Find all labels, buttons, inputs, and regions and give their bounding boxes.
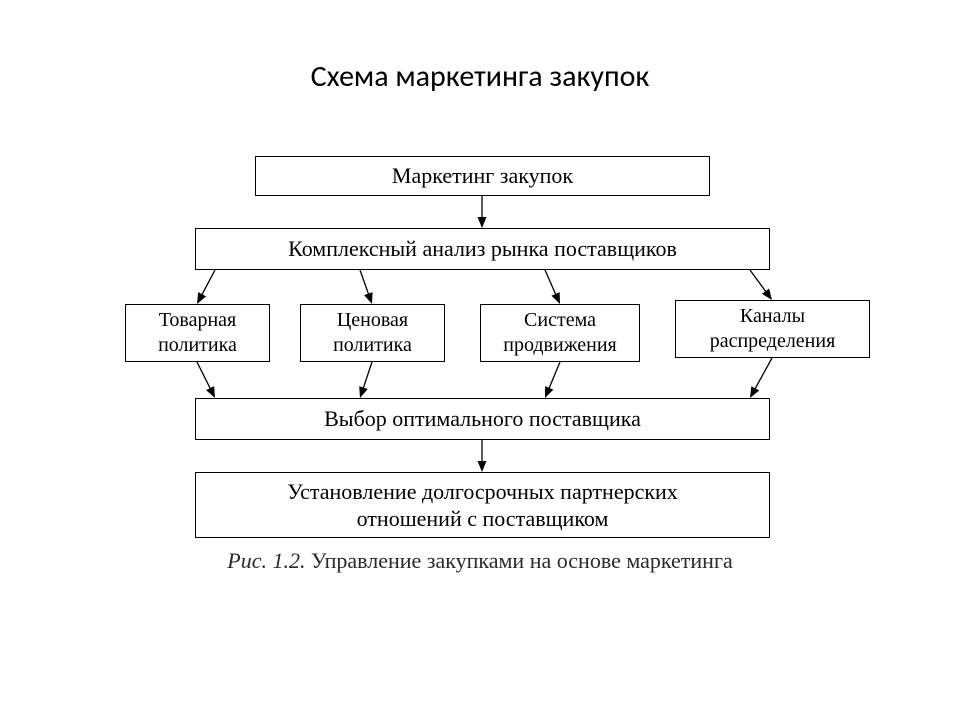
node-label: Ценоваяполитика: [333, 308, 412, 358]
node-label: Установление долгосрочных партнерскихотн…: [287, 478, 678, 533]
node-label: Маркетинг закупок: [392, 162, 573, 190]
node-label: Товарнаяполитика: [158, 308, 237, 358]
node-товарная-политика: Товарнаяполитика: [125, 304, 270, 362]
node-marketing-zakupok: Маркетинг закупок: [255, 156, 710, 196]
node-выбор-поставщика: Выбор оптимального поставщика: [195, 398, 770, 440]
node-label: Каналыраспределения: [710, 304, 836, 354]
node-label: Системапродвижения: [503, 308, 617, 358]
node-каналы-распределения: Каналыраспределения: [675, 300, 870, 358]
figure-caption-text: Управление закупками на основе маркетинг…: [311, 548, 733, 573]
figure-caption: Рис. 1.2. Управление закупками на основе…: [0, 548, 960, 574]
node-complex-analysis: Комплексный анализ рынка поставщиков: [195, 228, 770, 270]
figure-number: Рис. 1.2.: [227, 548, 305, 573]
page-title: Схема маркетинга закупок: [0, 58, 960, 95]
node-долгосрочные-отношения: Установление долгосрочных партнерскихотн…: [195, 472, 770, 538]
node-label: Выбор оптимального поставщика: [324, 405, 641, 433]
node-ценовая-политика: Ценоваяполитика: [300, 304, 445, 362]
node-система-продвижения: Системапродвижения: [480, 304, 640, 362]
node-label: Комплексный анализ рынка поставщиков: [288, 235, 677, 263]
